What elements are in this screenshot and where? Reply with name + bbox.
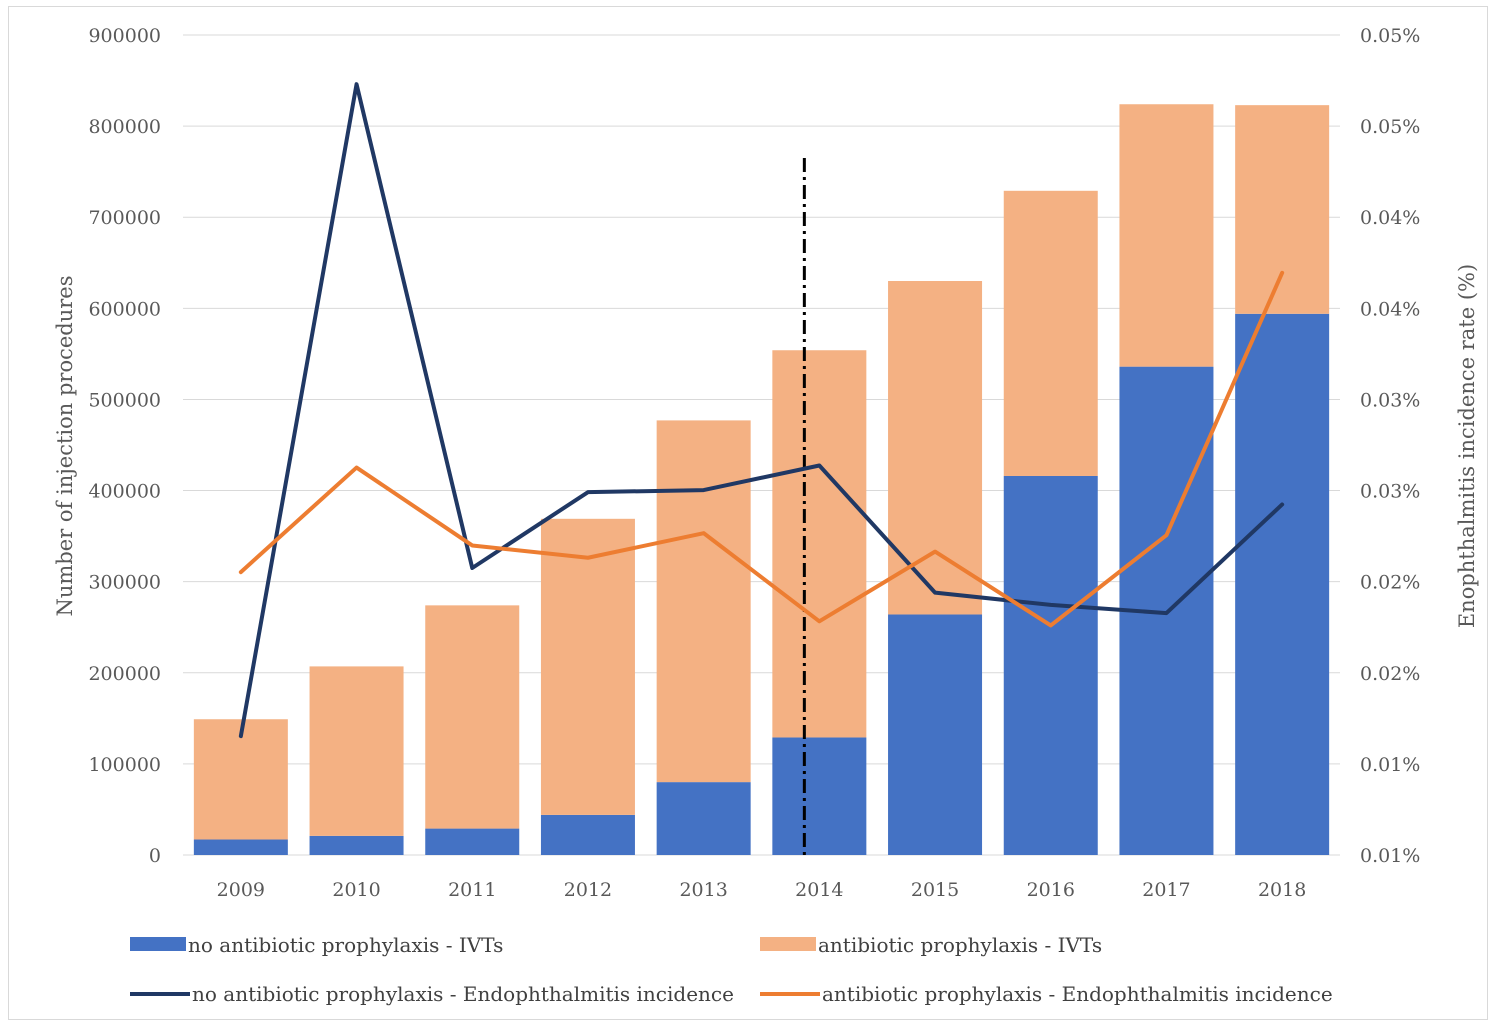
y2-tick-label: 0.03% <box>1360 389 1420 411</box>
x-tick-label: 2014 <box>795 879 843 901</box>
x-tick-label: 2013 <box>679 879 727 901</box>
y-tick-label: 500000 <box>88 389 161 411</box>
y2-tick-label: 0.02% <box>1360 663 1420 685</box>
bar-antibiotic-prophylaxis-ivts-2011 <box>425 605 520 829</box>
x-tick-label: 2018 <box>1258 879 1306 901</box>
y-axis-left-title: Number of injection procedures <box>53 276 77 617</box>
bar-no-antibiotic-prophylaxis-ivts-2011 <box>425 828 520 855</box>
bar-antibiotic-prophylaxis-ivts-2012 <box>540 518 635 815</box>
x-tick-label: 2015 <box>911 879 959 901</box>
bar-no-antibiotic-prophylaxis-ivts-2015 <box>888 614 983 855</box>
bar-no-antibiotic-prophylaxis-ivts-2014 <box>772 737 867 855</box>
y-tick-label: 0 <box>149 845 161 867</box>
legend-label-antibiotic-prophylaxis-endophthalmitis-incidence: antibiotic prophylaxis - Endophthalmitis… <box>822 982 1333 1006</box>
bar-no-antibiotic-prophylaxis-ivts-2018 <box>1235 313 1330 855</box>
y2-tick-label: 0.02% <box>1360 572 1420 594</box>
x-tick-label: 2017 <box>1142 879 1190 901</box>
bar-antibiotic-prophylaxis-ivts-2013 <box>656 420 751 783</box>
y2-tick-label: 0.01% <box>1360 754 1420 776</box>
legend-label-no-antibiotic-prophylaxis-ivts: no antibiotic prophylaxis - IVTs <box>188 933 503 957</box>
bar-antibiotic-prophylaxis-ivts-2015 <box>888 281 983 615</box>
bar-no-antibiotic-prophylaxis-ivts-2010 <box>309 835 404 855</box>
bar-antibiotic-prophylaxis-ivts-2010 <box>309 666 404 836</box>
y-tick-label: 400000 <box>88 481 161 503</box>
bar-antibiotic-prophylaxis-ivts-2014 <box>772 350 867 738</box>
bar-no-antibiotic-prophylaxis-ivts-2013 <box>656 782 751 855</box>
y-tick-label: 700000 <box>88 207 161 229</box>
y2-tick-label: 0.03% <box>1360 481 1420 503</box>
x-tick-label: 2016 <box>1027 879 1075 901</box>
y-tick-label: 200000 <box>88 663 161 685</box>
x-axis-ticks: 2009 2010 2011 2012 2013 2014 2015 2016 2017 2018 <box>217 879 1307 901</box>
x-tick-label: 2011 <box>448 879 496 901</box>
y-tick-label: 300000 <box>88 572 161 594</box>
legend: no antibiotic prophylaxis - IVTs antibiot… <box>130 933 1333 1006</box>
bar-antibiotic-prophylaxis-ivts-2018 <box>1235 105 1330 314</box>
bar-antibiotic-prophylaxis-ivts-2016 <box>1003 190 1098 476</box>
legend-swatch-antibiotic-prophylaxis-ivts <box>760 937 816 951</box>
y-axis-left-ticks: 0 100000 200000 300000 400000 500000 600000 700… <box>88 25 161 867</box>
y-tick-label: 900000 <box>88 25 161 47</box>
bar-no-antibiotic-prophylaxis-ivts-2012 <box>540 814 635 855</box>
bar-antibiotic-prophylaxis-ivts-2017 <box>1119 104 1214 367</box>
y2-tick-label: 0.05% <box>1360 116 1420 138</box>
line-antibiotic-prophylaxis-endophthalmitis-incidence <box>238 270 1285 628</box>
legend-label-antibiotic-prophylaxis-ivts: antibiotic prophylaxis - IVTs <box>818 933 1102 957</box>
bar-no-antibiotic-prophylaxis-ivts-2009 <box>193 839 288 855</box>
y-tick-label: 100000 <box>88 754 161 776</box>
y2-tick-label: 0.05% <box>1360 25 1420 47</box>
x-tick-label: 2012 <box>564 879 612 901</box>
lines <box>238 82 1285 739</box>
bar-no-antibiotic-prophylaxis-ivts-2016 <box>1003 475 1098 855</box>
y-axis-right-ticks: 0.01% 0.01% 0.02% 0.02% 0.03% 0.03% 0.04% 0.04%… <box>1360 25 1420 867</box>
y2-tick-label: 0.04% <box>1360 207 1420 229</box>
legend-swatch-no-antibiotic-prophylaxis-ivts <box>130 937 186 951</box>
y2-tick-label: 0.04% <box>1360 298 1420 320</box>
line-no-antibiotic-prophylaxis-endophthalmitis-incidence <box>238 82 1285 739</box>
y-axis-right-title: Enophthalmitis incidence rate (%) <box>1455 264 1479 628</box>
bar-antibiotic-prophylaxis-ivts-2009 <box>193 719 288 840</box>
x-tick-label: 2009 <box>217 879 265 901</box>
y-tick-label: 800000 <box>88 116 161 138</box>
y2-tick-label: 0.01% <box>1360 845 1420 867</box>
y-tick-label: 600000 <box>88 298 161 320</box>
legend-label-no-antibiotic-prophylaxis-endophthalmitis-incidence: no antibiotic prophylaxis - Endophthalmi… <box>192 982 734 1006</box>
x-tick-label: 2010 <box>332 879 380 901</box>
